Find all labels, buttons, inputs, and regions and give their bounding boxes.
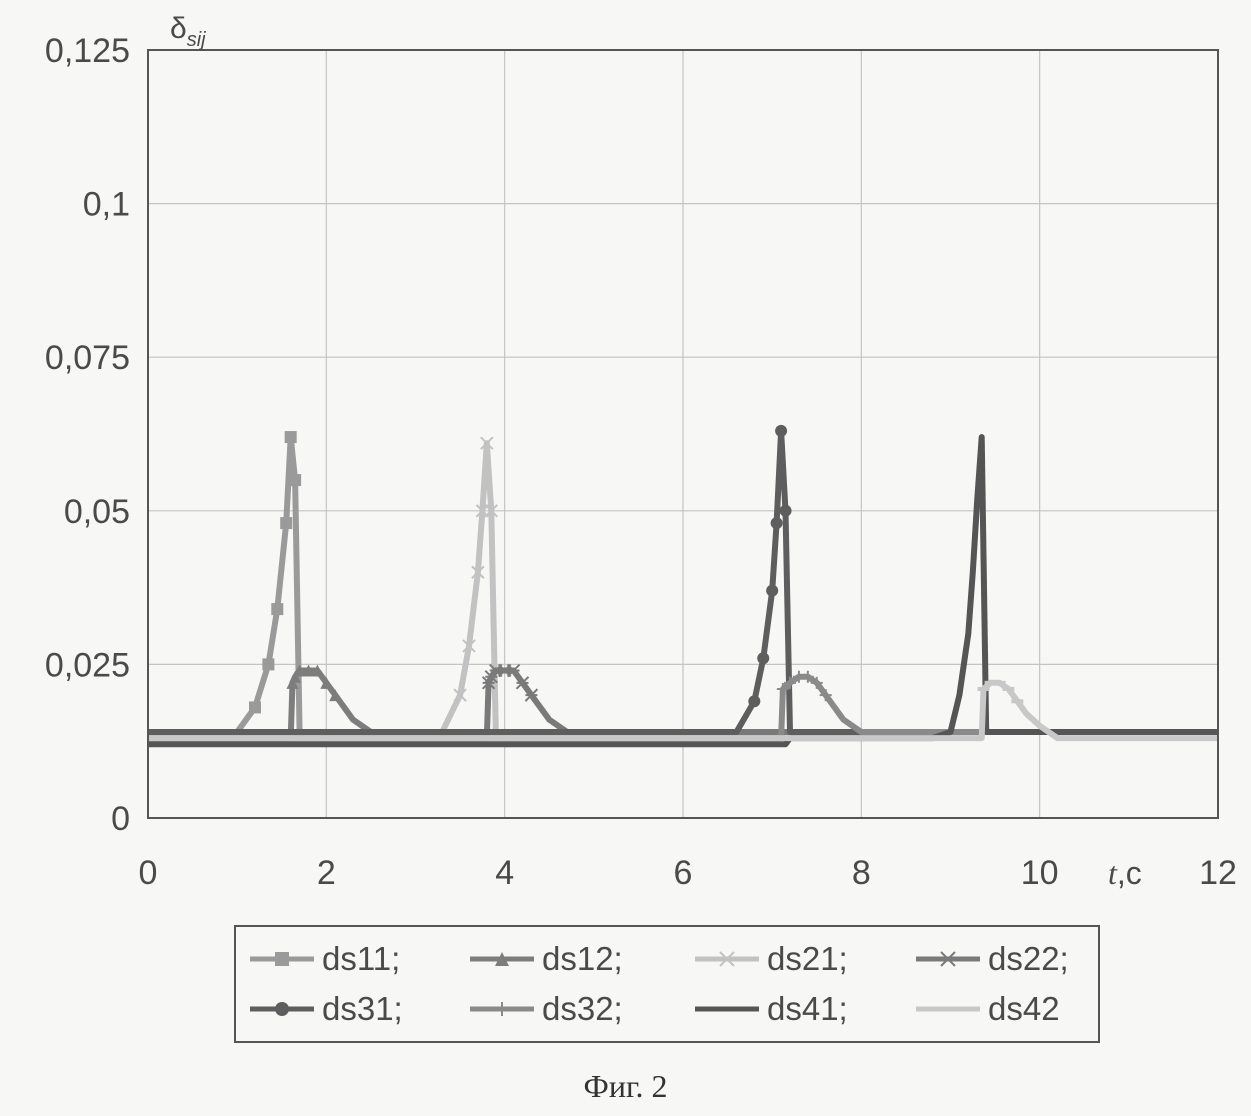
x-tick-label: 0 (139, 854, 158, 892)
y-tick-label: 0 (111, 800, 130, 838)
legend-label: ds41; (767, 990, 848, 1028)
legend-label: ds12; (542, 940, 623, 978)
marker-square (262, 658, 274, 670)
x-tick-label: 10 (1021, 854, 1059, 892)
x-tick-label: 2 (317, 854, 336, 892)
legend-swatch (466, 944, 538, 974)
y-axis-label-symbol: δ (170, 12, 187, 45)
grid-lines (148, 50, 1218, 818)
legend-item: ds31; (246, 989, 403, 1029)
legend-item: ds42 (912, 989, 1060, 1029)
x-tick-labels: 0 2 4 6 8 10 12 (139, 854, 1237, 892)
x-tick-label: 4 (495, 854, 514, 892)
figure-caption: Фиг. 2 (0, 1068, 1251, 1105)
marker-square (275, 952, 289, 966)
marker-circle (780, 505, 792, 517)
legend-label: ds11; (322, 940, 400, 978)
marker-dash (994, 681, 1006, 685)
legend-label: ds31; (322, 990, 403, 1028)
legend-swatch (912, 994, 984, 1024)
legend-item: ds21; (691, 939, 848, 979)
legend-item: ds12; (466, 939, 623, 979)
marker-square (249, 701, 261, 713)
legend-label: ds22; (988, 940, 1069, 978)
marker-circle (275, 1002, 289, 1016)
legend-swatch (691, 994, 763, 1024)
y-axis-label: δsij (170, 12, 206, 51)
legend-swatch (246, 994, 318, 1024)
marker-dash (977, 687, 989, 691)
legend-label: ds32; (542, 990, 623, 1028)
legend-swatch (691, 944, 763, 974)
y-tick-label: 0,125 (45, 32, 130, 70)
line-chart: 0 0,025 0,05 0,075 0,1 0,125 0 2 4 6 8 10 12 δsij t… (0, 0, 1251, 920)
legend-item: ds41; (691, 989, 848, 1029)
legend-label: ds42 (988, 990, 1060, 1028)
y-tick-label: 0,025 (45, 646, 130, 684)
legend-item: ds22; (912, 939, 1069, 979)
marker-square (271, 603, 283, 615)
marker-plus (495, 1002, 509, 1016)
marker-dash (941, 1007, 955, 1011)
marker-circle (748, 695, 760, 707)
marker-dash (1011, 699, 1023, 703)
legend-swatch (246, 944, 318, 974)
marker-square (280, 517, 292, 529)
y-tick-label: 0,075 (45, 339, 130, 377)
legend-swatch (466, 994, 538, 1024)
chart-legend: ds11; ds12; ds21; ds22; ds31; ds32; ds41; ds42 (234, 925, 1100, 1043)
marker-asterisk (941, 952, 955, 966)
marker-square (289, 474, 301, 486)
y-tick-labels: 0 0,025 0,05 0,075 0,1 0,125 (45, 32, 130, 838)
marker-circle (775, 425, 787, 437)
y-tick-label: 0,1 (83, 186, 130, 224)
y-axis-label-subscript: sij (187, 29, 206, 51)
y-tick-label: 0,05 (64, 493, 130, 531)
x-tick-label: 8 (852, 854, 871, 892)
marker-circle (766, 585, 778, 597)
marker-circle (771, 517, 783, 529)
marker-circle (757, 652, 769, 664)
x-axis-label-unit: ,c (1117, 855, 1142, 891)
legend-label: ds21; (767, 940, 848, 978)
x-tick-label: 12 (1199, 854, 1237, 892)
marker-square (285, 431, 297, 443)
marker-dash (1002, 687, 1014, 691)
legend-item: ds32; (466, 989, 623, 1029)
legend-item: ds11; (246, 939, 400, 979)
x-axis-label: t,c (1108, 855, 1142, 891)
x-tick-label: 6 (674, 854, 693, 892)
legend-swatch (912, 944, 984, 974)
